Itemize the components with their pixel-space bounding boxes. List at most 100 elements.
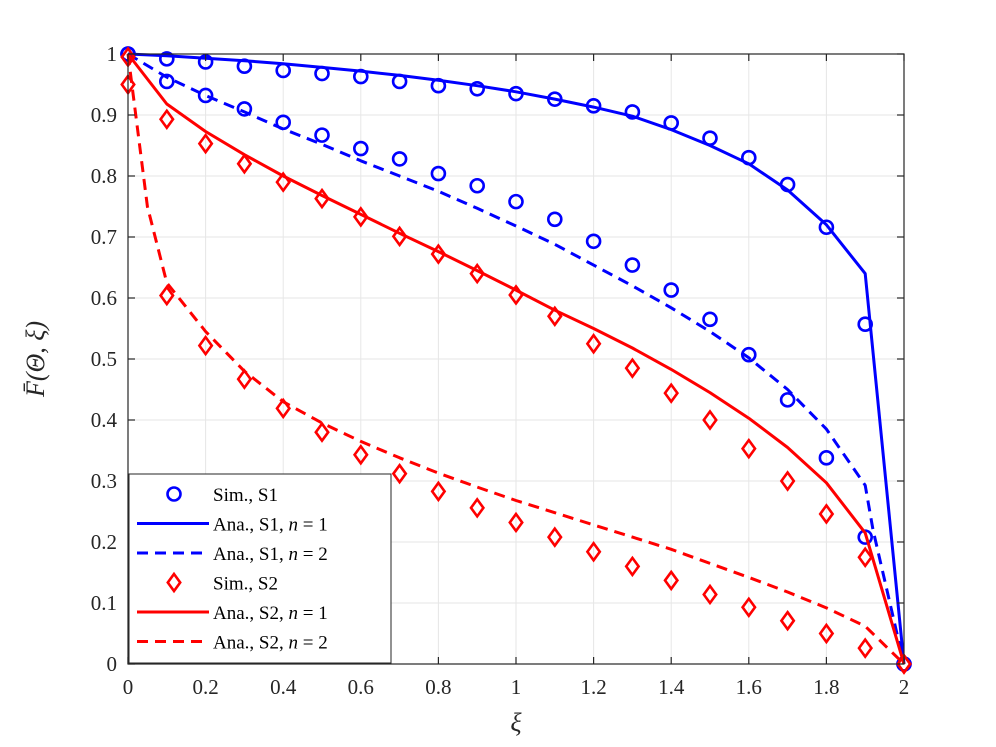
x-tick-label-7: 1.4 [658, 675, 685, 699]
x-tick-label-9: 1.8 [813, 675, 839, 699]
diamond-marker-s4-9 [469, 262, 486, 285]
diamond-marker-s4-2 [197, 132, 214, 155]
diamond-marker-s6-7 [391, 462, 408, 485]
legend-box [128, 473, 392, 664]
series-layer [120, 46, 912, 675]
y-tick-label-3: 0.3 [91, 469, 117, 493]
diamond-marker-s4-16 [740, 437, 757, 460]
x-tick-label-2: 0.4 [270, 675, 297, 699]
y-tick-label-0: 0 [107, 652, 118, 676]
legend: Sim., S1 Ana., S1, n = 1 Ana., S1, n = 2 Si… [128, 473, 392, 664]
diamond-marker-s6-11 [546, 526, 563, 548]
diamond-marker-s4-18 [818, 503, 835, 525]
diamond-marker-s6-16 [740, 596, 757, 618]
legend-entry-4: Ana., S2, n = 1 [137, 603, 328, 624]
circle-marker-s2-6 [352, 140, 369, 157]
series-2 [120, 46, 912, 672]
diamond-marker-s6-6 [352, 444, 369, 466]
line-series-3 [127, 52, 906, 665]
x-axis-label: ξ [510, 708, 522, 737]
legend-diamond-marker-3 [166, 571, 182, 594]
diamond-marker-s6-8 [430, 480, 447, 503]
y-tick-label-10: 1 [107, 42, 118, 66]
legend-entry-3: Sim., S2 [166, 571, 278, 595]
y-axis-label: F̄(Θ, ξ) [21, 321, 50, 398]
circle-marker-s2-14 [663, 282, 680, 298]
legend-label-1: Ana., S1, n = 1 [213, 515, 328, 536]
x-tick-label-4: 0.8 [425, 675, 451, 699]
series-5 [126, 53, 906, 665]
series-3 [127, 52, 906, 665]
circle-marker-s0-18 [818, 219, 835, 236]
circle-marker-s2-11 [546, 211, 563, 228]
diamond-marker-s6-5 [314, 421, 330, 443]
circle-marker-s2-1 [159, 73, 175, 90]
x-tick-label-1: 0.2 [192, 675, 218, 699]
legend-label-2: Ana., S1, n = 2 [213, 544, 328, 565]
diamond-marker-s4-1 [158, 108, 175, 130]
circle-marker-s2-8 [430, 165, 447, 182]
x-tick-label-8: 1.6 [736, 675, 762, 699]
diamond-marker-s4-5 [314, 187, 330, 210]
diamond-marker-s6-12 [585, 541, 602, 563]
diamond-marker-s6-18 [818, 622, 835, 645]
x-tick-label-10: 2 [899, 675, 910, 699]
diamond-marker-s6-9 [469, 497, 486, 519]
series-1 [127, 52, 906, 665]
legend-label-0: Sim., S1 [213, 485, 278, 506]
diamond-marker-s6-3 [236, 368, 253, 390]
circle-marker-s2-13 [624, 257, 641, 273]
legend-label-5: Ana., S2, n = 2 [213, 633, 328, 654]
x-tick-label-6: 1.2 [580, 675, 606, 699]
circle-marker-s2-15 [702, 311, 718, 328]
diamond-marker-s6-17 [779, 609, 796, 632]
circle-marker-s0-1 [159, 51, 175, 67]
legend-entry-2: Ana., S1, n = 2 [137, 544, 328, 565]
x-tick-label-3: 0.6 [348, 675, 374, 699]
legend-entry-5: Ana., S2, n = 2 [137, 633, 328, 654]
y-tick-label-1: 0.1 [91, 591, 117, 615]
line-series-5 [126, 53, 906, 665]
diamond-marker-s4-17 [779, 470, 796, 492]
y-tick-label-9: 0.9 [91, 103, 117, 127]
circle-marker-s2-7 [391, 151, 408, 167]
diamond-marker-s4-13 [624, 357, 641, 379]
legend-entry-1: Ana., S1, n = 1 [137, 515, 328, 536]
circle-marker-s2-10 [508, 193, 524, 210]
diamond-marker-s6-19 [857, 637, 874, 659]
diamond-marker-s4-19 [857, 546, 874, 568]
y-tick-label-5: 0.5 [91, 347, 117, 371]
circle-marker-s0-9 [469, 80, 486, 97]
legend-label-3: Sim., S2 [213, 574, 278, 595]
diamond-marker-s6-13 [624, 555, 641, 578]
y-tick-label-4: 0.4 [91, 408, 118, 432]
diamond-marker-s4-3 [236, 153, 253, 175]
x-tick-label-5: 1 [511, 675, 522, 699]
circle-marker-s2-2 [197, 87, 214, 104]
diamond-marker-s4-15 [702, 409, 718, 431]
circle-marker-s0-13 [624, 104, 641, 120]
x-tick-label-0: 0 [123, 675, 134, 699]
y-tick-label-8: 0.8 [91, 164, 117, 188]
diamond-marker-s6-15 [702, 583, 718, 606]
circle-marker-s2-17 [779, 392, 796, 408]
diamond-marker-s4-14 [663, 382, 680, 404]
legend-label-4: Ana., S2, n = 1 [213, 603, 328, 624]
line-series-7 [126, 53, 906, 666]
diamond-marker-s6-10 [508, 511, 524, 534]
diamond-marker-s4-12 [585, 333, 602, 355]
ticks-layer: 0 0.2 0.4 0.6 0.8 1 1.2 1.4 1.6 1.8 2 0 0.1 0.2 0.3 0.4… [91, 42, 910, 699]
diamond-marker-s4-7 [391, 225, 408, 248]
legend-entry-0: Sim., S1 [166, 485, 278, 506]
circle-marker-s2-9 [469, 177, 486, 194]
legend-circle-marker-0 [166, 486, 182, 502]
circle-marker-s2-12 [585, 233, 602, 250]
circle-marker-s2-3 [236, 101, 253, 117]
series-7 [126, 53, 906, 666]
line-series-1 [127, 52, 906, 665]
diamond-marker-s6-2 [197, 334, 214, 357]
y-tick-label-7: 0.7 [91, 225, 117, 249]
diamond-marker-s6-20 [896, 653, 912, 675]
circle-marker-s2-5 [314, 127, 330, 143]
